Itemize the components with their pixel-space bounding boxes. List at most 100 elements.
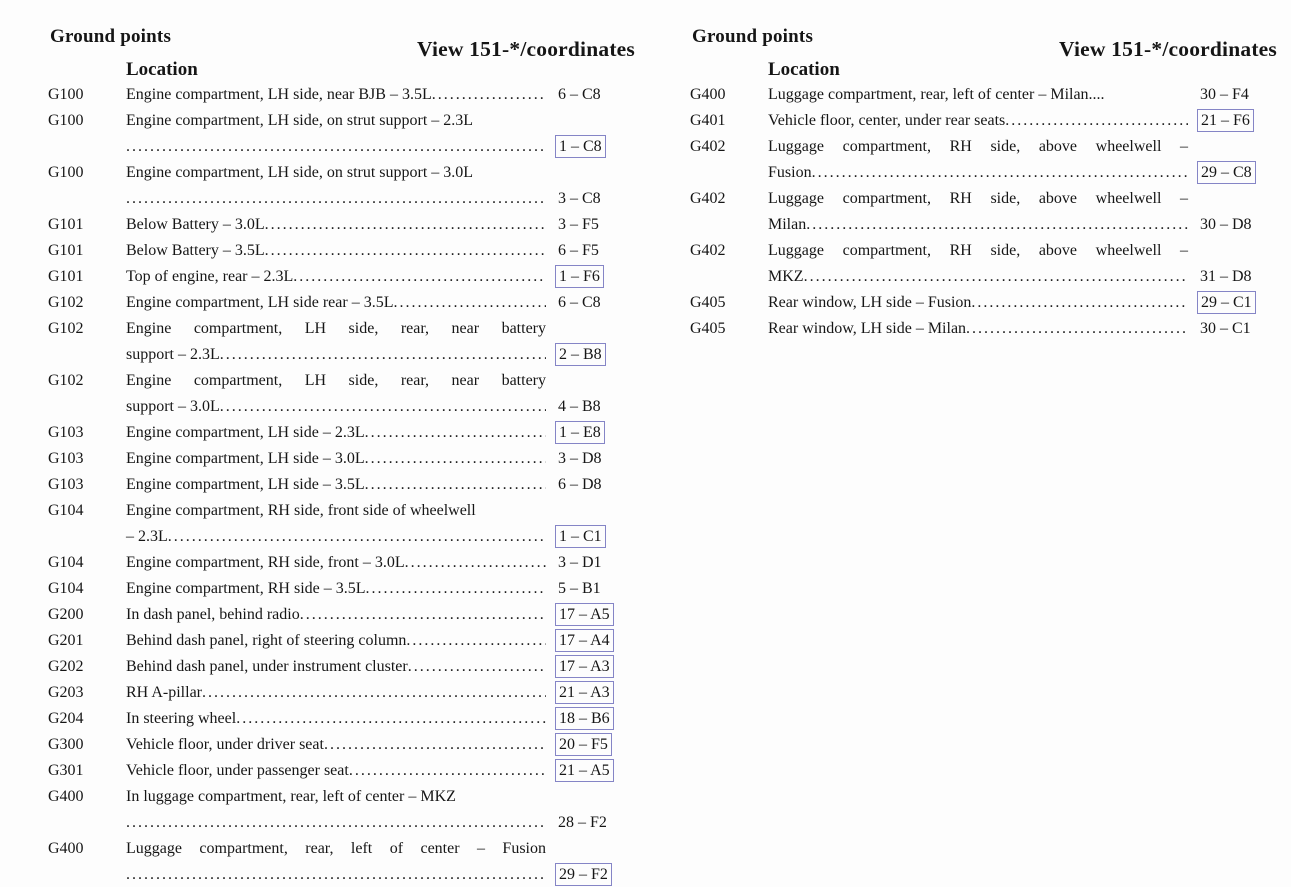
dot-leader: ........................................… xyxy=(966,320,1188,337)
dot-leader: ........................................… xyxy=(971,294,1188,311)
location-line: Luggage compartment, RH side, above whee… xyxy=(768,134,1188,160)
location-line: ........................................… xyxy=(126,134,546,160)
coordinate-value: 6 – C8 xyxy=(558,86,601,103)
location-line: Engine compartment, LH side, rear, near … xyxy=(126,316,546,342)
location-cell: In dash panel, behind radio.............… xyxy=(126,602,546,628)
table-row: G102 Engine compartment, LH side, rear, n… xyxy=(48,368,637,420)
table-row: G104 Engine compartment, RH side, front –… xyxy=(48,550,637,576)
dot-leader: ........................................… xyxy=(364,424,546,441)
location-line: In steering wheel.......................… xyxy=(126,706,546,732)
coordinate-cell: 2 – B8 xyxy=(546,342,637,368)
coordinate-value: 30 – F4 xyxy=(1200,86,1249,103)
location-line: In dash panel, behind radio.............… xyxy=(126,602,546,628)
location-text: Below Battery – 3.0L xyxy=(126,216,265,233)
coordinate-link[interactable]: 17 – A3 xyxy=(555,655,614,678)
coordinate-link[interactable]: 1 – E8 xyxy=(555,421,605,444)
location-line: Engine compartment, LH side – 3.5L......… xyxy=(126,472,546,498)
location-cell: Engine compartment, LH side, on strut su… xyxy=(126,108,546,160)
coordinate-value: 3 – F5 xyxy=(558,216,599,233)
coordinate-link[interactable]: 17 – A4 xyxy=(555,629,614,652)
location-cell: Engine compartment, RH side, front – 3.0… xyxy=(126,550,546,576)
table-row: G102 Engine compartment, LH side, rear, n… xyxy=(48,316,637,368)
table-row: G202 Behind dash panel, under instrument … xyxy=(48,654,637,680)
view-coordinates-heading: View 151-*/coordinates xyxy=(417,37,635,61)
location-text: Engine compartment, LH side – 2.3L xyxy=(126,424,365,441)
ground-point-id: G101 xyxy=(48,242,84,259)
dot-leader: ........................................… xyxy=(323,736,546,753)
ground-point-id: G301 xyxy=(48,762,84,779)
coordinate-cell: 6 – F5 xyxy=(546,238,637,264)
location-cell: Luggage compartment, RH side, above whee… xyxy=(768,134,1188,186)
coordinate-link[interactable]: 29 – F2 xyxy=(555,863,612,886)
location-cell: Behind dash panel, under instrument clus… xyxy=(126,654,546,680)
location-line: Milan...................................… xyxy=(768,212,1188,238)
rows-right: G400 Luggage compartment, rear, left of c… xyxy=(690,82,1279,342)
table-row: G402 Luggage compartment, RH side, above … xyxy=(690,238,1279,290)
location-cell: Engine compartment, LH side – 2.3L......… xyxy=(126,420,546,446)
coordinate-cell: 21 – A5 xyxy=(546,758,637,784)
location-cell: Luggage compartment, rear, left of cente… xyxy=(768,82,1188,108)
ground-point-id: G104 xyxy=(48,502,84,519)
location-text: In luggage compartment, rear, left of ce… xyxy=(126,788,456,805)
location-line: Engine compartment, RH side, front side … xyxy=(126,498,546,524)
dot-leader: ........................................… xyxy=(404,554,546,571)
dot-leader: ........................................… xyxy=(293,268,546,285)
ground-point-id: G400 xyxy=(48,788,84,805)
coordinate-cell: 3 – F5 xyxy=(546,212,637,238)
coordinate-cell: 6 – C8 xyxy=(546,82,637,108)
coordinate-link[interactable]: 21 – A3 xyxy=(555,681,614,704)
coordinate-link[interactable]: 2 – B8 xyxy=(555,343,606,366)
location-line: Engine compartment, LH side, near BJB – … xyxy=(126,82,546,108)
dot-leader: ........................................… xyxy=(126,190,546,207)
location-cell: RH A-pillar.............................… xyxy=(126,680,546,706)
coordinate-value: 6 – F5 xyxy=(558,242,599,259)
location-text: Luggage compartment, RH side, above whee… xyxy=(768,190,1188,207)
location-text: Fusion xyxy=(768,164,812,181)
table-row: G100 Engine compartment, LH side, on stru… xyxy=(48,160,637,212)
coordinate-link[interactable]: 20 – F5 xyxy=(555,733,612,756)
location-cell: In steering wheel.......................… xyxy=(126,706,546,732)
location-line: ........................................… xyxy=(126,186,546,212)
coordinate-cell: 30 – F4 xyxy=(1188,82,1279,108)
ground-point-id: G300 xyxy=(48,736,84,753)
dot-leader: ........................................… xyxy=(264,216,546,233)
location-text: Behind dash panel, under instrument clus… xyxy=(126,658,408,675)
location-line: Top of engine, rear – 2.3L..............… xyxy=(126,264,546,290)
coordinate-cell: 18 – B6 xyxy=(546,706,637,732)
location-line: Rear window, LH side – Milan............… xyxy=(768,316,1188,342)
coordinate-link[interactable]: 1 – C8 xyxy=(555,135,606,158)
coordinate-cell: 28 – F2 xyxy=(546,810,637,836)
coordinate-link[interactable]: 21 – F6 xyxy=(1197,109,1254,132)
location-line: Engine compartment, LH side, on strut su… xyxy=(126,160,546,186)
location-column-label: Location xyxy=(126,59,198,80)
table-row: G103 Engine compartment, LH side – 2.3L..… xyxy=(48,420,637,446)
table-row: G400 In luggage compartment, rear, left o… xyxy=(48,784,637,836)
coordinate-link[interactable]: 21 – A5 xyxy=(555,759,614,782)
location-text: Engine compartment, LH side, on strut su… xyxy=(126,112,474,129)
coordinate-link[interactable]: 1 – C1 xyxy=(555,525,606,548)
ground-point-id: G100 xyxy=(48,86,84,103)
dot-leader: ........................................… xyxy=(406,632,546,649)
location-line: Below Battery – 3.0L....................… xyxy=(126,212,546,238)
coordinate-cell: 17 – A3 xyxy=(546,654,637,680)
location-text: RH A-pillar xyxy=(126,684,202,701)
coordinate-link[interactable]: 17 – A5 xyxy=(555,603,614,626)
coordinate-cell: 29 – F2 xyxy=(546,862,637,887)
column-header: Ground points View 151-*/coordinates Loc… xyxy=(690,26,1279,82)
coordinate-cell: 29 – C8 xyxy=(1188,160,1279,186)
location-text: In dash panel, behind radio xyxy=(126,606,300,623)
coordinate-link[interactable]: 18 – B6 xyxy=(555,707,614,730)
ground-points-title: Ground points xyxy=(50,26,172,47)
location-line: Engine compartment, LH side rear – 3.5L.… xyxy=(126,290,546,316)
location-text: Engine compartment, LH side – 3.0L xyxy=(126,450,365,467)
coordinate-cell: 31 – D8 xyxy=(1188,264,1279,290)
ground-point-id: G202 xyxy=(48,658,84,675)
coordinate-link[interactable]: 29 – C1 xyxy=(1197,291,1256,314)
coordinate-value: 6 – C8 xyxy=(558,294,601,311)
coordinate-link[interactable]: 29 – C8 xyxy=(1197,161,1256,184)
coordinate-link[interactable]: 1 – F6 xyxy=(555,265,604,288)
coordinate-value: 3 – D1 xyxy=(558,554,602,571)
coordinate-cell: 21 – A3 xyxy=(546,680,637,706)
ground-point-id: G402 xyxy=(690,138,726,155)
dot-leader: ........................................… xyxy=(202,684,546,701)
